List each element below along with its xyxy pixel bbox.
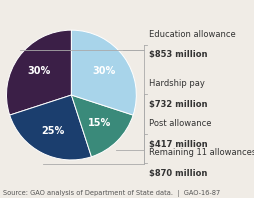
Wedge shape	[10, 95, 91, 160]
Text: $417 million: $417 million	[149, 140, 207, 148]
Text: Post allowance: Post allowance	[149, 119, 211, 128]
Text: Hardship pay: Hardship pay	[149, 79, 204, 88]
Text: 30%: 30%	[27, 66, 50, 76]
Text: 30%: 30%	[92, 66, 115, 76]
Wedge shape	[71, 30, 136, 115]
Text: 15%: 15%	[88, 118, 111, 129]
Wedge shape	[6, 30, 71, 115]
Text: 25%: 25%	[41, 126, 65, 136]
Wedge shape	[71, 95, 133, 157]
Text: Remaining 11 allowances: Remaining 11 allowances	[149, 148, 254, 157]
Text: $870 million: $870 million	[149, 169, 207, 178]
Text: $732 million: $732 million	[149, 100, 207, 109]
Text: Source: GAO analysis of Department of State data.  |  GAO-16-87: Source: GAO analysis of Department of St…	[3, 190, 219, 197]
Text: Education allowance: Education allowance	[149, 30, 235, 39]
Text: $853 million: $853 million	[149, 50, 207, 59]
